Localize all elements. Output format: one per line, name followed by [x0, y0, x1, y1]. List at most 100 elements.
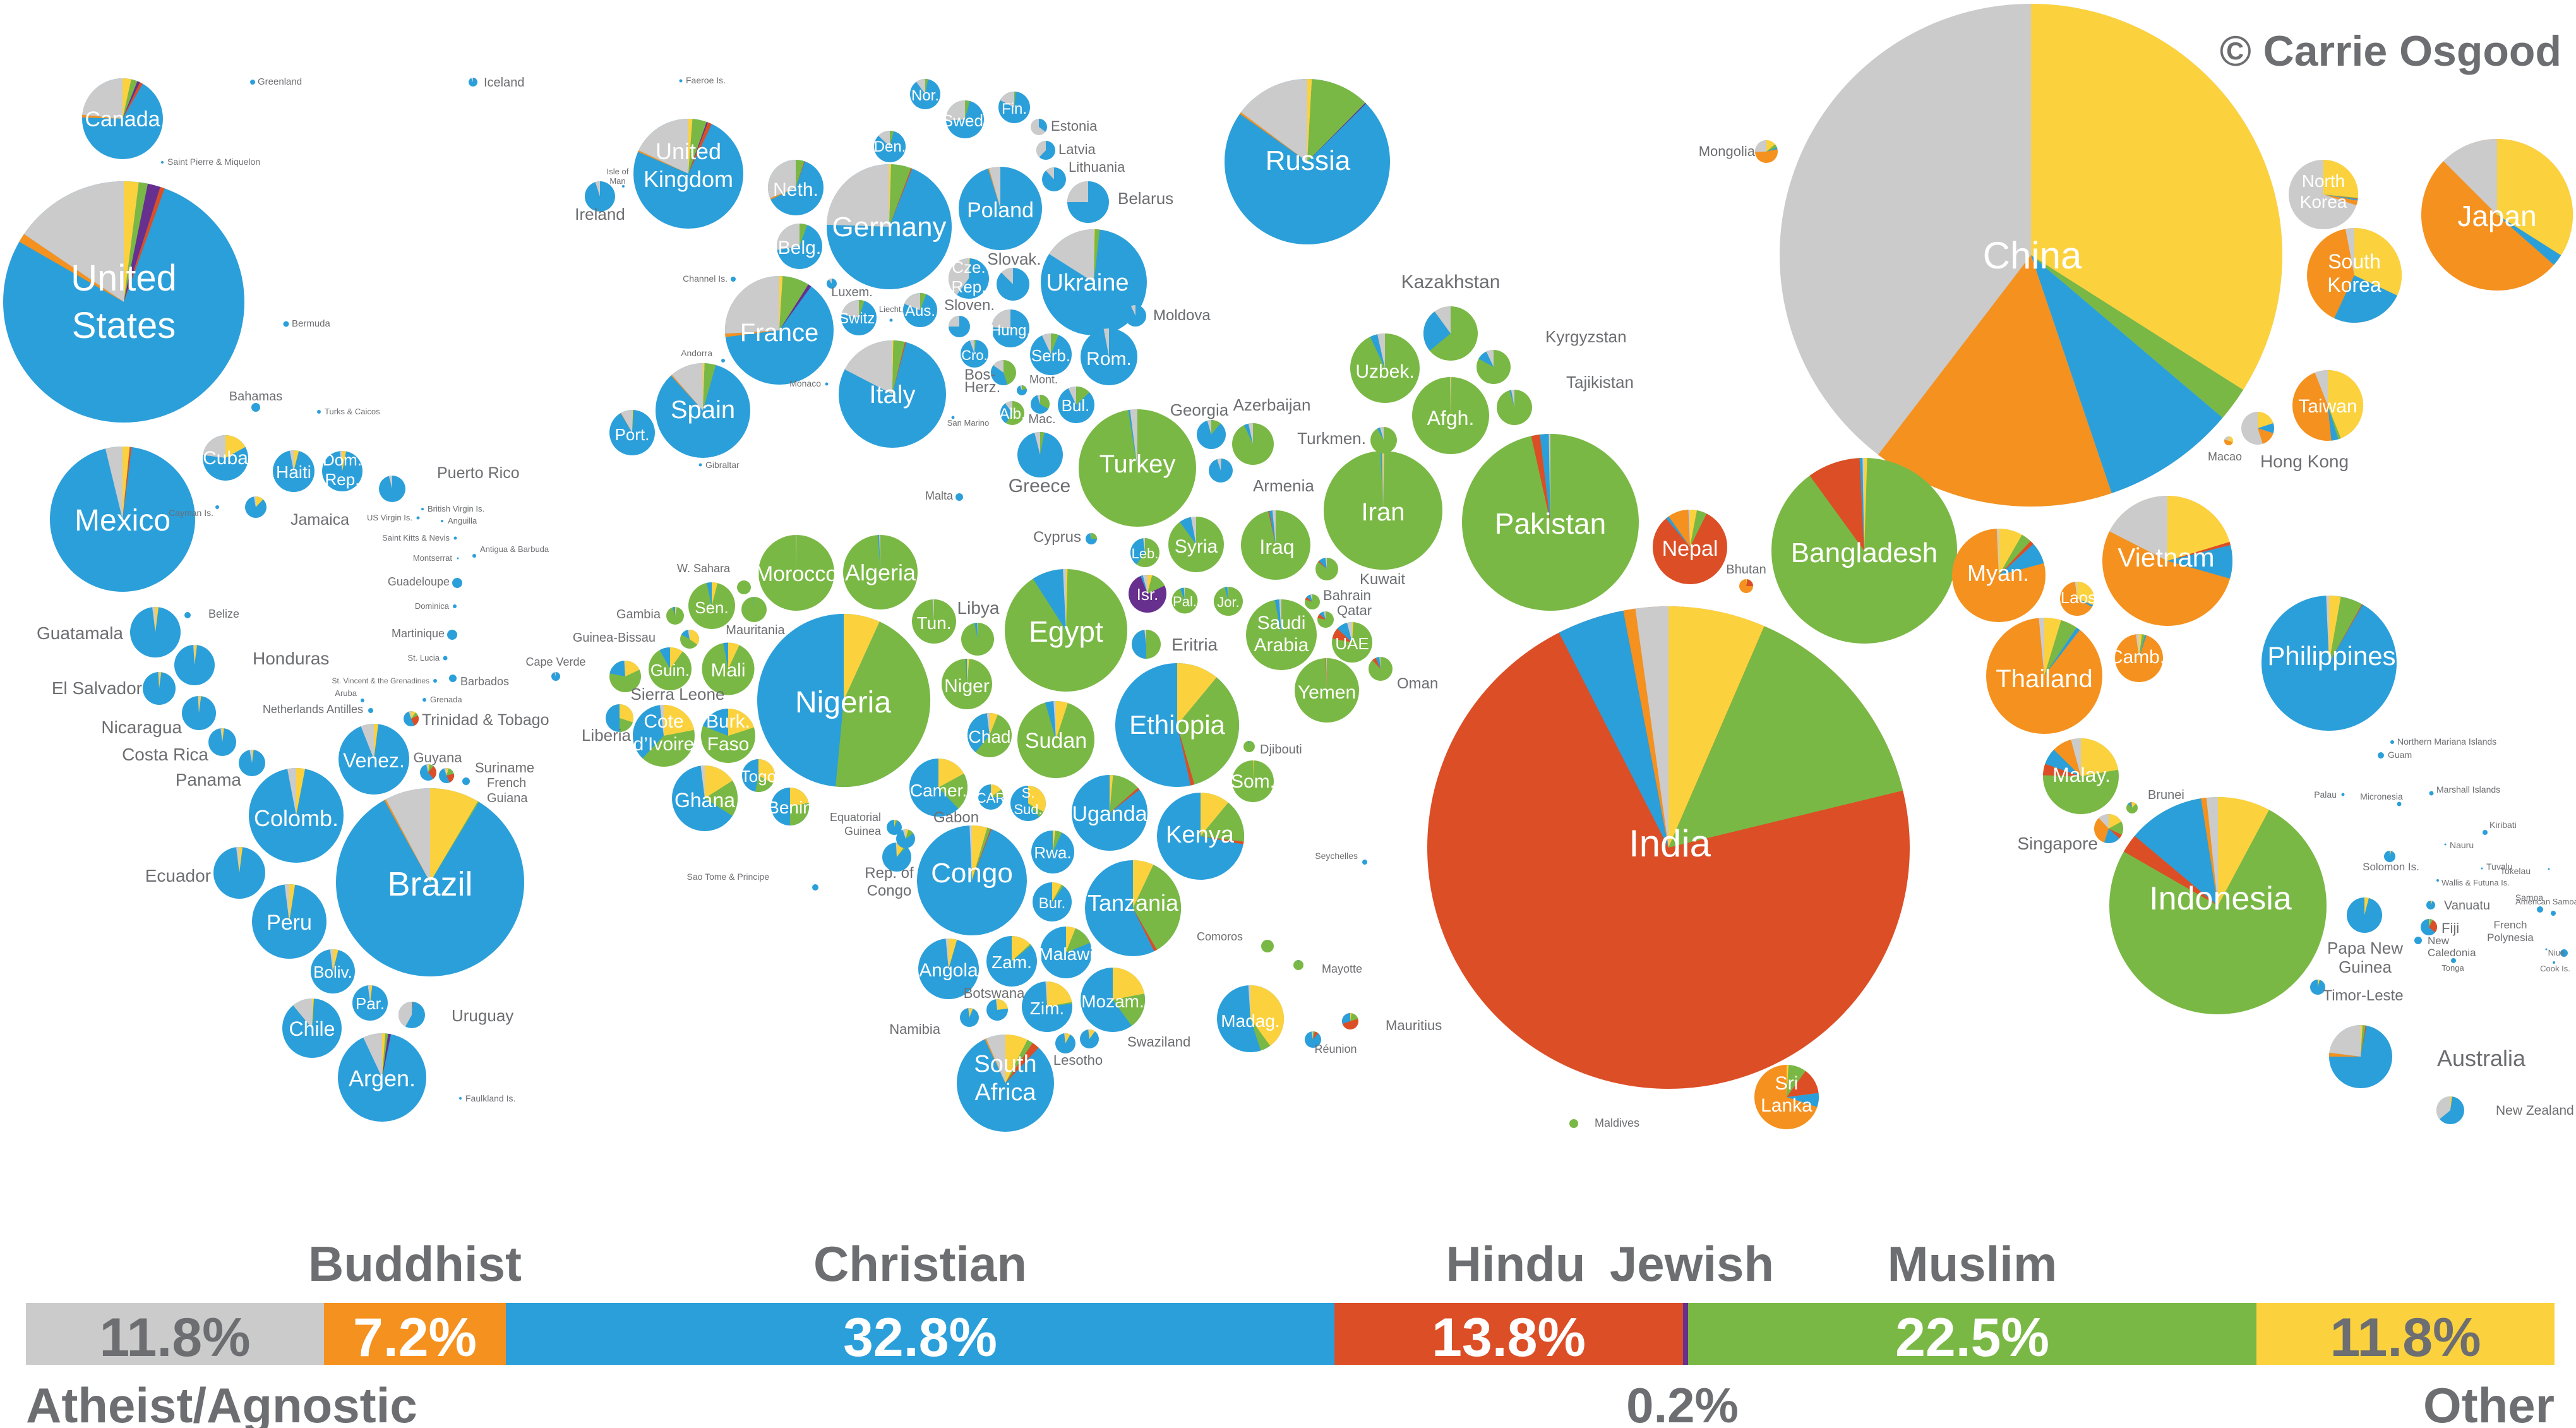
svg-text:Saudi: Saudi: [1257, 613, 1306, 633]
svg-text:Bos-: Bos-: [964, 366, 995, 383]
svg-text:Guin.: Guin.: [650, 661, 690, 680]
svg-text:Eritria: Eritria: [1171, 635, 1218, 654]
svg-text:Iceland: Iceland: [484, 76, 525, 90]
svg-text:Swed.: Swed.: [942, 111, 988, 130]
svg-text:Rom.: Rom.: [1086, 349, 1132, 369]
svg-text:Cze.: Cze.: [952, 258, 985, 277]
svg-text:Tonga: Tonga: [2441, 963, 2464, 973]
svg-text:Philippines: Philippines: [2267, 641, 2395, 671]
svg-text:Marshall Islands: Marshall Islands: [2436, 784, 2500, 795]
svg-text:Comoros: Comoros: [1197, 930, 1243, 943]
svg-text:American Samoa: American Samoa: [2515, 897, 2576, 906]
svg-text:Mozam.: Mozam.: [1081, 992, 1144, 1011]
svg-text:Brunei: Brunei: [2148, 788, 2184, 802]
svg-text:Rep.: Rep.: [952, 277, 986, 296]
svg-text:Saint Pierre & Miquelon: Saint Pierre & Miquelon: [167, 157, 260, 167]
svg-text:Ethiopia: Ethiopia: [1129, 710, 1225, 740]
svg-text:Malay.: Malay.: [2052, 764, 2111, 786]
svg-text:Tun.: Tun.: [917, 613, 952, 633]
svg-text:Latvia: Latvia: [1058, 141, 1096, 157]
svg-text:Boliv.: Boliv.: [313, 963, 352, 981]
svg-text:Kyrgyzstan: Kyrgyzstan: [1545, 327, 1627, 346]
svg-text:Monaco: Monaco: [789, 378, 821, 388]
svg-text:Congo: Congo: [931, 858, 1013, 889]
svg-text:Christian: Christian: [813, 1236, 1027, 1292]
svg-text:El Salvador: El Salvador: [52, 678, 142, 698]
svg-text:Mexico: Mexico: [75, 504, 171, 537]
svg-text:Mont.: Mont.: [1029, 373, 1058, 386]
svg-text:Australia: Australia: [2437, 1045, 2526, 1071]
svg-text:Moldova: Moldova: [1153, 307, 1211, 324]
svg-text:Guinea: Guinea: [2339, 957, 2392, 976]
svg-text:Fin.: Fin.: [1002, 100, 1027, 117]
svg-text:Nigeria: Nigeria: [795, 686, 891, 719]
svg-text:Suriname: Suriname: [475, 760, 534, 776]
svg-text:Macao: Macao: [2208, 450, 2242, 463]
svg-text:Liecht.: Liecht.: [879, 304, 903, 314]
svg-text:Alb.: Alb.: [999, 405, 1025, 423]
svg-text:Pal.: Pal.: [1173, 594, 1197, 609]
svg-text:Cape Verde: Cape Verde: [525, 656, 585, 668]
svg-text:Laos: Laos: [2061, 588, 2096, 607]
svg-text:Cote: Cote: [644, 711, 683, 732]
svg-text:Malta: Malta: [925, 489, 954, 502]
svg-text:UAE: UAE: [1335, 634, 1369, 653]
svg-text:Uzbek.: Uzbek.: [1355, 361, 1414, 382]
svg-text:Den.: Den.: [874, 138, 906, 155]
svg-text:Jor.: Jor.: [1217, 594, 1239, 610]
svg-text:Rwa.: Rwa.: [1034, 843, 1071, 862]
svg-text:Micronesia: Micronesia: [2360, 791, 2403, 801]
svg-text:New: New: [2428, 935, 2450, 947]
svg-text:Guyana: Guyana: [413, 750, 462, 765]
svg-text:Thailand: Thailand: [1996, 665, 2092, 693]
svg-text:United: United: [71, 258, 177, 299]
svg-text:France: France: [740, 319, 819, 347]
svg-text:13.8%: 13.8%: [1432, 1307, 1586, 1368]
svg-text:Egypt: Egypt: [1029, 615, 1103, 648]
svg-text:Georgia: Georgia: [1170, 400, 1229, 419]
svg-text:Russia: Russia: [1266, 145, 1351, 176]
svg-text:Kazakhstan: Kazakhstan: [1401, 272, 1501, 292]
svg-text:Kiribati: Kiribati: [2489, 820, 2517, 830]
svg-text:Rep.: Rep.: [325, 470, 360, 489]
svg-text:Myan.: Myan.: [1967, 560, 2029, 586]
svg-text:United: United: [656, 138, 721, 164]
svg-text:Tajikistan: Tajikistan: [1566, 373, 1634, 392]
svg-text:Sao Tome & Principe: Sao Tome & Principe: [687, 872, 770, 882]
svg-text:Neth.: Neth.: [773, 179, 818, 200]
svg-text:Channel Is.: Channel Is.: [683, 273, 728, 284]
svg-text:Turks & Caicos: Turks & Caicos: [325, 407, 380, 416]
svg-text:S.: S.: [1022, 785, 1035, 801]
svg-text:Aus.: Aus.: [905, 303, 935, 320]
svg-text:Bul.: Bul.: [1062, 396, 1090, 415]
svg-text:Man: Man: [609, 176, 625, 186]
svg-text:Leb.: Leb.: [1132, 546, 1159, 561]
svg-text:Cayman Is.: Cayman Is.: [169, 508, 213, 518]
svg-text:French: French: [487, 776, 526, 790]
svg-text:Serb.: Serb.: [1031, 346, 1070, 365]
svg-text:Camb.: Camb.: [2109, 647, 2165, 668]
svg-text:Samoa: Samoa: [2515, 892, 2544, 903]
svg-text:Chile: Chile: [289, 1017, 335, 1040]
svg-text:Cook Is.: Cook Is.: [2540, 964, 2570, 973]
svg-text:Isle of: Isle of: [607, 167, 629, 176]
svg-text:Bermuda: Bermuda: [292, 318, 331, 329]
svg-text:Kuwait: Kuwait: [1360, 571, 1405, 588]
svg-text:Zim.: Zim.: [1030, 999, 1064, 1018]
svg-text:Mac.: Mac.: [1028, 412, 1055, 426]
svg-text:Mali: Mali: [710, 660, 745, 681]
svg-text:Bahrain: Bahrain: [1323, 587, 1371, 603]
svg-text:Bur.: Bur.: [1039, 895, 1066, 912]
svg-text:Andorra: Andorra: [681, 348, 712, 358]
svg-text:Turkey: Turkey: [1099, 450, 1176, 478]
svg-text:Vanuatu: Vanuatu: [2444, 899, 2490, 913]
svg-text:Sri: Sri: [1775, 1073, 1799, 1094]
svg-text:Sud.: Sud.: [1014, 801, 1042, 817]
svg-text:Seychelles: Seychelles: [1315, 851, 1358, 861]
svg-text:Afgh.: Afgh.: [1427, 407, 1475, 429]
svg-text:Sierra Leone: Sierra Leone: [631, 685, 725, 704]
svg-text:Spain: Spain: [671, 396, 735, 424]
svg-text:0.2%: 0.2%: [1626, 1377, 1739, 1428]
svg-text:French: French: [2494, 919, 2527, 931]
svg-text:India: India: [1629, 822, 1711, 865]
